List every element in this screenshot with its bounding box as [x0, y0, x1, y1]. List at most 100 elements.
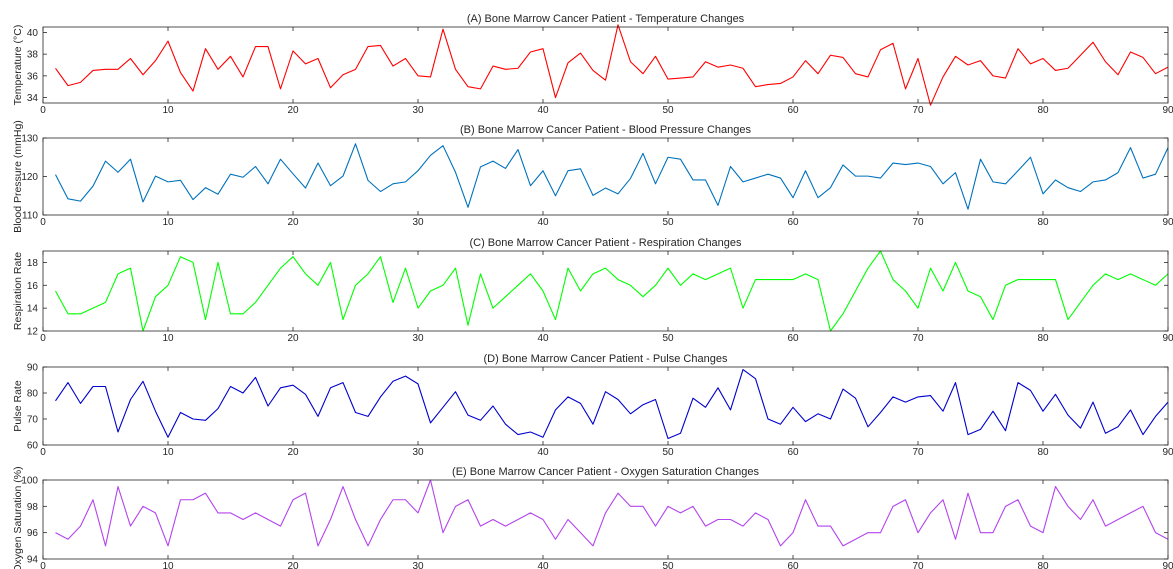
panel-a-data-point-44 — [592, 70, 593, 71]
panel-e-data-point-88 — [1142, 506, 1143, 507]
panel-a-data-point-11 — [180, 72, 181, 73]
panel-b-data-point-44 — [592, 195, 593, 196]
panel-b-data-point-41 — [555, 195, 556, 196]
panel-d-data-point-30 — [417, 383, 418, 384]
panel-c-data-point-23 — [330, 262, 331, 263]
panel-a-data-point-76 — [992, 75, 993, 76]
panel-a-data-point-73 — [955, 56, 956, 57]
panel-e-data-point-39 — [530, 512, 531, 513]
panel-a-data-point-74 — [967, 64, 968, 65]
panel-c-data-point-52 — [692, 273, 693, 274]
panel-d-y-tick-label-70: 70 — [27, 415, 39, 426]
panel-b-data-point-9 — [155, 176, 156, 177]
panel-c-data-point-69 — [905, 290, 906, 291]
panel-c-data-point-16 — [242, 313, 243, 314]
panel-d-data-point-5 — [105, 386, 106, 387]
panel-a-y-tick-label-38: 38 — [27, 50, 39, 61]
panel-b-title: (B) Bone Marrow Cancer Patient - Blood P… — [460, 124, 752, 136]
panel-c-data-point-48 — [642, 296, 643, 297]
panel-b-data-point-5 — [105, 161, 106, 162]
panel-c-data-point-66 — [867, 268, 868, 269]
panel-b-data-point-23 — [330, 185, 331, 186]
panel-e-title: (E) Bone Marrow Cancer Patient - Oxygen … — [452, 466, 759, 478]
panel-d-data-point-18 — [267, 405, 268, 406]
panel-d-data-point-84 — [1092, 402, 1093, 403]
panel-b-data-point-12 — [192, 199, 193, 200]
panel-b-x-tick-label-40: 40 — [537, 217, 549, 228]
panel-c-data-point-84 — [1092, 285, 1093, 286]
panel-e-data-point-67 — [880, 532, 881, 533]
panel-c-data-point-1 — [55, 290, 56, 291]
panel-e-x-tick-label-40: 40 — [537, 561, 549, 569]
panel-b-data-point-18 — [267, 183, 268, 184]
panel-b-data-point-34 — [467, 207, 468, 208]
panel-a-data-point-59 — [780, 83, 781, 84]
panel-c-data-point-28 — [392, 302, 393, 303]
panel-c-data-point-24 — [342, 319, 343, 320]
panel-b-data-point-87 — [1130, 147, 1131, 148]
panel-d-data-point-75 — [980, 429, 981, 430]
panel-e-axes-box — [42, 479, 1169, 560]
panel-e-data-point-66 — [867, 532, 868, 533]
panel-a-data-point-19 — [280, 88, 281, 89]
panel-c-data-point-73 — [955, 262, 956, 263]
panel-c-data-point-9 — [155, 296, 156, 297]
panel-c-data-point-75 — [980, 296, 981, 297]
panel-e-data-point-54 — [717, 519, 718, 520]
panel-c-data-point-78 — [1017, 279, 1018, 280]
panel-e-data-point-13 — [205, 493, 206, 494]
panel-e-data-point-51 — [680, 512, 681, 513]
panel-e-data-point-14 — [217, 512, 218, 513]
panel-d-data-point-20 — [292, 385, 293, 386]
panel-b-data-point-51 — [680, 159, 681, 160]
panel-d-data-point-33 — [455, 391, 456, 392]
panel-d-data-point-34 — [467, 415, 468, 416]
panel-a-data-point-87 — [1130, 51, 1131, 52]
panel-d-data-point-19 — [280, 387, 281, 388]
panel-c-data-point-31 — [430, 290, 431, 291]
panel-b-data-point-65 — [855, 176, 856, 177]
panel-d-data-point-47 — [630, 413, 631, 414]
panel-c-data-point-50 — [667, 268, 668, 269]
panel-a-data-point-55 — [730, 64, 731, 65]
panel-e-data-point-71 — [930, 512, 931, 513]
panel-e-data-point-53 — [705, 525, 706, 526]
panel-a-x-tick-label-20: 20 — [287, 105, 299, 116]
panel-b-data-point-43 — [580, 168, 581, 169]
panel-c-data-point-36 — [492, 308, 493, 309]
panel-a-data-point-12 — [192, 90, 193, 91]
panel-a-data-point-58 — [767, 84, 768, 85]
panel-e-data-point-26 — [367, 545, 368, 546]
panel-e-data-point-76 — [992, 532, 993, 533]
panel-a-data-point-13 — [205, 48, 206, 49]
panel-c-data-point-88 — [1142, 279, 1143, 280]
panel-a-data-point-60 — [792, 76, 793, 77]
panel-a-data-point-86 — [1117, 74, 1118, 75]
panel-c-x-tick-label-70: 70 — [912, 333, 924, 344]
panel-c-data-point-87 — [1130, 273, 1131, 274]
panel-b-data-point-83 — [1080, 191, 1081, 192]
panel-e-data-point-38 — [517, 519, 518, 520]
panel-d-data-point-40 — [542, 437, 543, 438]
panel-a-y-axis-label: Temperature (°C) — [12, 25, 24, 106]
panel-d-y-tick-label-90: 90 — [27, 363, 39, 374]
panel-a-data-point-65 — [855, 73, 856, 74]
panel-e-x-tick-label-80: 80 — [1037, 561, 1049, 569]
panel-c-data-point-39 — [530, 273, 531, 274]
panel-a-data-point-23 — [330, 87, 331, 88]
panel-e-data-point-9 — [155, 512, 156, 513]
panel-b-data-point-57 — [755, 177, 756, 178]
panel-e-data-point-2 — [67, 539, 68, 540]
panel-d-data-point-31 — [430, 422, 431, 423]
panel-a-data-point-2 — [67, 85, 68, 86]
panel-d-data-point-85 — [1105, 433, 1106, 434]
panel-e-data-point-11 — [180, 499, 181, 500]
panel-c-data-point-20 — [292, 256, 293, 257]
panel-b: 0 10 20 30 40 50 60 70 80 90 110 120 130 (B) Bone Mar… — [12, 120, 1173, 233]
panel-c-data-point-59 — [780, 279, 781, 280]
panel-b-data-point-30 — [417, 170, 418, 171]
panel-a-data-point-40 — [542, 48, 543, 49]
panel-d-plot-area — [43, 367, 1168, 445]
panel-d-data-point-83 — [1080, 428, 1081, 429]
panel-d-data-point-59 — [780, 424, 781, 425]
